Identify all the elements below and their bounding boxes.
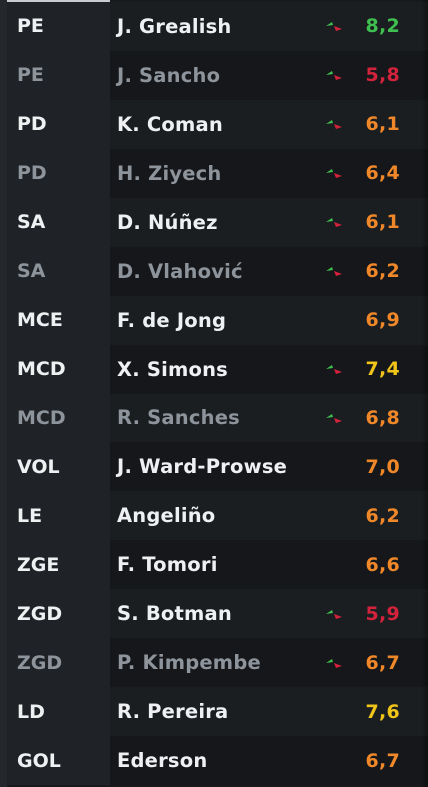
- form-trend-icon: [326, 169, 342, 179]
- player-name: J. Sancho: [117, 63, 221, 87]
- player-name: P. Kimpembe: [117, 651, 261, 675]
- position-label: ZGD: [7, 589, 110, 639]
- match-rating: 7,6: [365, 700, 400, 723]
- player-row[interactable]: PE J. Sancho 5,8: [7, 50, 428, 100]
- form-trend-icon: [326, 71, 342, 81]
- position-label: ZGE: [7, 540, 110, 590]
- player-name: X. Simons: [117, 357, 228, 381]
- player-row[interactable]: GOL Ederson 6,7: [7, 736, 428, 785]
- player-row[interactable]: SA D. Vlahović 6,2: [7, 246, 428, 296]
- left-rail: [0, 0, 7, 787]
- player-name: Angeliño: [117, 504, 216, 528]
- form-trend-icon: [326, 609, 342, 619]
- match-rating: 7,0: [365, 455, 400, 478]
- position-label: PD: [7, 99, 110, 149]
- position-label: PE: [7, 2, 110, 51]
- player-name: F. de Jong: [117, 308, 227, 332]
- position-label: LE: [7, 491, 110, 541]
- player-row[interactable]: LD R. Pereira 7,6: [7, 687, 428, 737]
- player-name: S. Botman: [117, 602, 232, 626]
- position-label: LD: [7, 687, 110, 737]
- player-row[interactable]: ZGD P. Kimpembe 6,7: [7, 638, 428, 688]
- match-rating: 6,1: [365, 113, 400, 136]
- player-name: R. Sanches: [117, 406, 240, 430]
- right-edge-shade: [420, 0, 428, 787]
- match-rating: 6,1: [365, 211, 400, 234]
- position-label: MCE: [7, 295, 110, 345]
- match-rating: 6,6: [365, 553, 400, 576]
- player-row[interactable]: ZGD S. Botman 5,9: [7, 589, 428, 639]
- player-row[interactable]: MCD X. Simons 7,4: [7, 344, 428, 394]
- position-label: VOL: [7, 442, 110, 492]
- player-ratings-list: PE J. Grealish 8,2 PE J. Sancho 5,8 PD K. Coman…: [7, 2, 428, 785]
- player-name: D. Vlahović: [117, 259, 243, 283]
- player-row[interactable]: MCE F. de Jong 6,9: [7, 295, 428, 345]
- player-row[interactable]: PE J. Grealish 8,2: [7, 2, 428, 51]
- form-trend-icon: [326, 22, 342, 32]
- player-name: Ederson: [117, 749, 208, 773]
- position-label: MCD: [7, 393, 110, 443]
- player-name: J. Ward-Prowse: [117, 455, 288, 479]
- player-row[interactable]: MCD R. Sanches 6,8: [7, 393, 428, 443]
- form-trend-icon: [326, 365, 342, 375]
- form-trend-icon: [326, 267, 342, 277]
- player-row[interactable]: VOL J. Ward-Prowse 7,0: [7, 442, 428, 492]
- match-rating: 5,9: [365, 602, 400, 625]
- player-row[interactable]: LE Angeliño 6,2: [7, 491, 428, 541]
- match-rating: 6,2: [365, 260, 400, 283]
- player-row[interactable]: ZGE F. Tomori 6,6: [7, 540, 428, 590]
- player-name: K. Coman: [117, 112, 223, 136]
- position-label: MCD: [7, 344, 110, 394]
- player-row[interactable]: PD K. Coman 6,1: [7, 99, 428, 149]
- position-label: SA: [7, 197, 110, 247]
- player-row[interactable]: SA D. Núñez 6,1: [7, 197, 428, 247]
- position-label: ZGD: [7, 638, 110, 688]
- match-rating: 6,7: [365, 651, 400, 674]
- match-rating: 7,4: [365, 358, 400, 381]
- form-trend-icon: [326, 218, 342, 228]
- player-name: F. Tomori: [117, 553, 218, 577]
- match-rating: 8,2: [365, 15, 400, 38]
- player-row[interactable]: PD H. Ziyech 6,4: [7, 148, 428, 198]
- position-label: PE: [7, 50, 110, 100]
- match-rating: 5,8: [365, 64, 400, 87]
- match-rating: 6,9: [365, 309, 400, 332]
- match-rating: 6,8: [365, 406, 400, 429]
- position-label: GOL: [7, 736, 110, 785]
- position-label: PD: [7, 148, 110, 198]
- player-name: D. Núñez: [117, 210, 218, 234]
- match-rating: 6,4: [365, 162, 400, 185]
- position-label: SA: [7, 246, 110, 296]
- form-trend-icon: [326, 658, 342, 668]
- player-name: J. Grealish: [117, 14, 232, 38]
- form-trend-icon: [326, 120, 342, 130]
- selection-indicator: [7, 0, 110, 2]
- player-name: R. Pereira: [117, 700, 229, 724]
- form-trend-icon: [326, 413, 342, 423]
- match-rating: 6,7: [365, 749, 400, 772]
- match-rating: 6,2: [365, 504, 400, 527]
- player-name: H. Ziyech: [117, 161, 222, 185]
